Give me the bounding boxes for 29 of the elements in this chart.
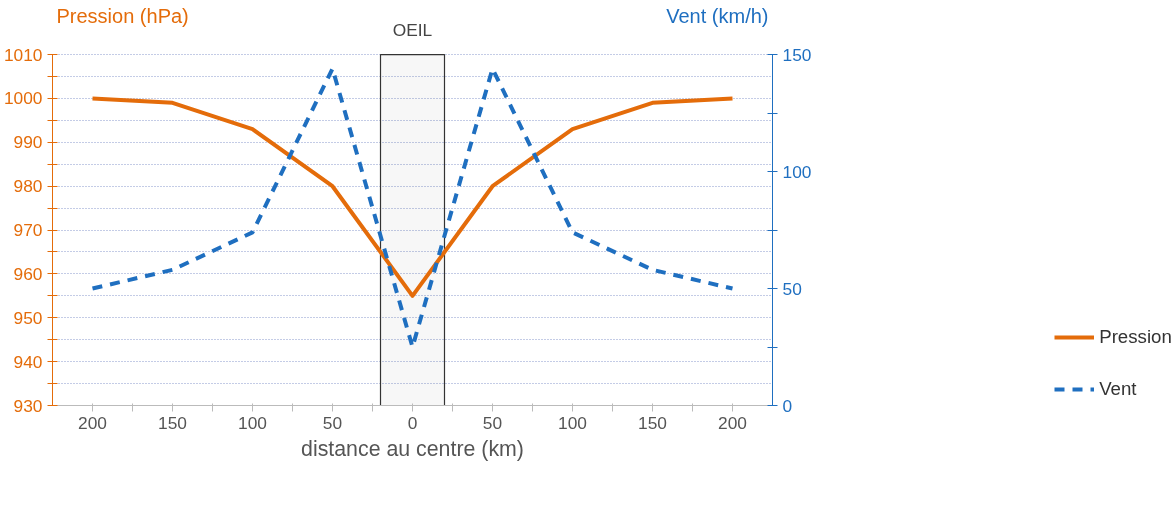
x-tick-label: 0 <box>407 412 418 433</box>
y-axis-title: Pression (hPa) <box>56 4 189 27</box>
legend-label: Vent <box>1099 378 1137 400</box>
y-tick-label: 950 <box>13 307 43 328</box>
legend-label: Pression <box>1099 326 1172 348</box>
x-tick-label: 150 <box>158 412 187 433</box>
x-axis-title: distance au centre (km) <box>301 436 524 461</box>
y-tick-label: 1000 <box>3 88 43 109</box>
y-tick-label: 960 <box>13 263 43 284</box>
band-label: OEIL <box>392 19 433 40</box>
x-tick-label: 200 <box>78 412 107 433</box>
x-tick-label: 100 <box>558 412 587 433</box>
y-tick-label: 980 <box>13 176 43 197</box>
y2-axis-title: Vent (km/h) <box>666 4 769 27</box>
y2-tick-label: 100 <box>782 161 812 182</box>
y2-tick-label: 0 <box>782 395 793 416</box>
y-tick-label: 930 <box>13 395 43 416</box>
y-tick-label: 1010 <box>3 44 43 65</box>
y-tick-label: 970 <box>13 220 43 241</box>
y-tick-label: 990 <box>13 132 43 153</box>
x-tick-label: 100 <box>238 412 267 433</box>
line-series <box>90 96 735 298</box>
x-tick-label: 50 <box>322 412 343 433</box>
x-tick-label: 200 <box>718 412 747 433</box>
y2-tick-label: 150 <box>782 44 812 65</box>
y2-tick-label: 50 <box>782 278 802 299</box>
x-tick-label: 50 <box>482 412 503 433</box>
x-tick-label: 150 <box>638 412 667 433</box>
y-tick-label: 940 <box>13 351 43 372</box>
